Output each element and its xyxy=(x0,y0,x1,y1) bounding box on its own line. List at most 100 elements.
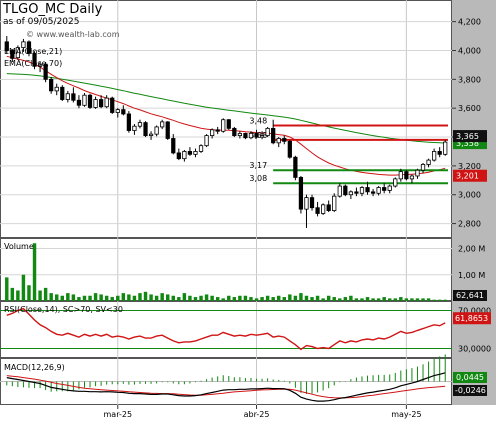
volume-bar xyxy=(415,298,420,301)
volume-bar xyxy=(21,274,26,301)
volume-bar xyxy=(171,295,175,301)
candle-body xyxy=(126,113,131,131)
rsi-tick-label: 30,0000 xyxy=(458,345,491,354)
volume-bar xyxy=(27,285,31,301)
ema70-line xyxy=(6,73,446,144)
volume-bar xyxy=(116,295,120,301)
date-label: may-25 xyxy=(391,410,421,419)
price-panel-frame xyxy=(0,0,452,238)
rsi-tick-label: 70,0000 xyxy=(458,307,491,316)
price-tick-label: 2,800 xyxy=(458,220,481,229)
volume-bar xyxy=(376,298,381,301)
volume-bar xyxy=(443,299,447,301)
candle-body xyxy=(99,99,104,108)
candle-body xyxy=(198,145,204,152)
volume-bar xyxy=(349,295,353,301)
volume-bar xyxy=(254,298,259,301)
volume-bar xyxy=(282,297,286,301)
candle-body xyxy=(193,151,198,155)
volume-bar xyxy=(49,293,53,301)
volume-bar xyxy=(71,294,76,301)
volume-bar xyxy=(60,295,64,301)
chart-subtitle: as of 09/05/2025 xyxy=(3,17,80,27)
candle-body xyxy=(226,119,231,129)
rsi-last-tag xyxy=(453,312,491,325)
volume-bar xyxy=(188,295,192,301)
candle-body xyxy=(393,178,398,187)
candle-body xyxy=(32,52,37,67)
candle-body xyxy=(420,164,426,171)
ema70-legend: EMA(Close,70) xyxy=(4,59,62,68)
candle-body xyxy=(160,121,165,128)
volume-bar xyxy=(204,294,209,301)
volume-bar xyxy=(360,298,364,301)
candle-body xyxy=(332,195,337,211)
candle-body xyxy=(110,97,115,113)
volume-bar xyxy=(243,295,248,301)
candle-body xyxy=(210,129,215,136)
candle-body xyxy=(365,187,370,193)
volume-bar xyxy=(177,297,181,301)
volume-bar xyxy=(299,293,303,301)
volume-bar xyxy=(277,295,281,301)
candle-body xyxy=(21,41,26,48)
price-tick-label: 3,200 xyxy=(458,162,481,171)
macd-signal-last-tag xyxy=(453,385,487,396)
volume-bar xyxy=(32,243,37,301)
candle-body xyxy=(115,109,120,113)
candle-body xyxy=(76,99,82,106)
volume-bar xyxy=(66,293,70,301)
price-tick-label: 4,000 xyxy=(458,46,481,55)
volume-bar xyxy=(304,295,309,301)
candle-body xyxy=(304,197,309,210)
volume-bar xyxy=(221,298,225,301)
candle-body xyxy=(165,121,170,139)
macd-legend: MACD(12,26,9) xyxy=(4,363,65,372)
candle-body xyxy=(49,78,54,92)
macd-line xyxy=(6,372,446,402)
volume-bar xyxy=(271,297,275,301)
candle-body xyxy=(426,159,431,165)
candle-body xyxy=(37,63,43,67)
volume-bar xyxy=(154,295,159,301)
candle-body xyxy=(65,93,70,100)
candle-body xyxy=(404,171,409,180)
macd-signal-line xyxy=(6,375,446,399)
volume-bar xyxy=(93,293,98,301)
candle-body xyxy=(259,135,265,138)
volume-bar xyxy=(210,295,214,301)
macd-last-label: 0,0445 xyxy=(456,373,484,382)
candle-body xyxy=(254,133,259,138)
candle-body xyxy=(215,129,220,132)
candle-body xyxy=(409,175,415,180)
rsi-line xyxy=(6,307,446,351)
candle-body xyxy=(60,86,65,100)
watermark: © www.wealth-lab.com xyxy=(26,30,120,39)
candle-body xyxy=(54,86,59,92)
candle-body xyxy=(43,63,48,80)
volume-bar xyxy=(143,291,148,301)
candle-body xyxy=(298,177,304,210)
candle-body xyxy=(276,138,281,144)
volume-bar xyxy=(138,293,142,301)
level-label: 3,17 xyxy=(249,161,267,170)
candle-body xyxy=(87,94,93,108)
volume-bar xyxy=(410,298,414,301)
candle-body xyxy=(4,41,9,51)
date-label: abr-25 xyxy=(244,410,270,419)
candle-body xyxy=(182,151,187,160)
candle-body xyxy=(232,127,237,136)
price-axis-background xyxy=(452,0,496,405)
volume-legend: Volume xyxy=(4,242,34,251)
volume-bar xyxy=(232,297,237,301)
volume-bar xyxy=(160,293,164,301)
volume-bar xyxy=(5,277,9,301)
candle-body xyxy=(359,187,365,194)
macd-signal-last-label: -0,0246 xyxy=(455,386,486,395)
volume-bar xyxy=(393,298,397,301)
volume-bar xyxy=(404,298,409,301)
candle-body xyxy=(398,171,403,180)
candle-body xyxy=(348,191,353,196)
candle-body xyxy=(104,97,109,108)
volume-bar xyxy=(437,299,442,301)
